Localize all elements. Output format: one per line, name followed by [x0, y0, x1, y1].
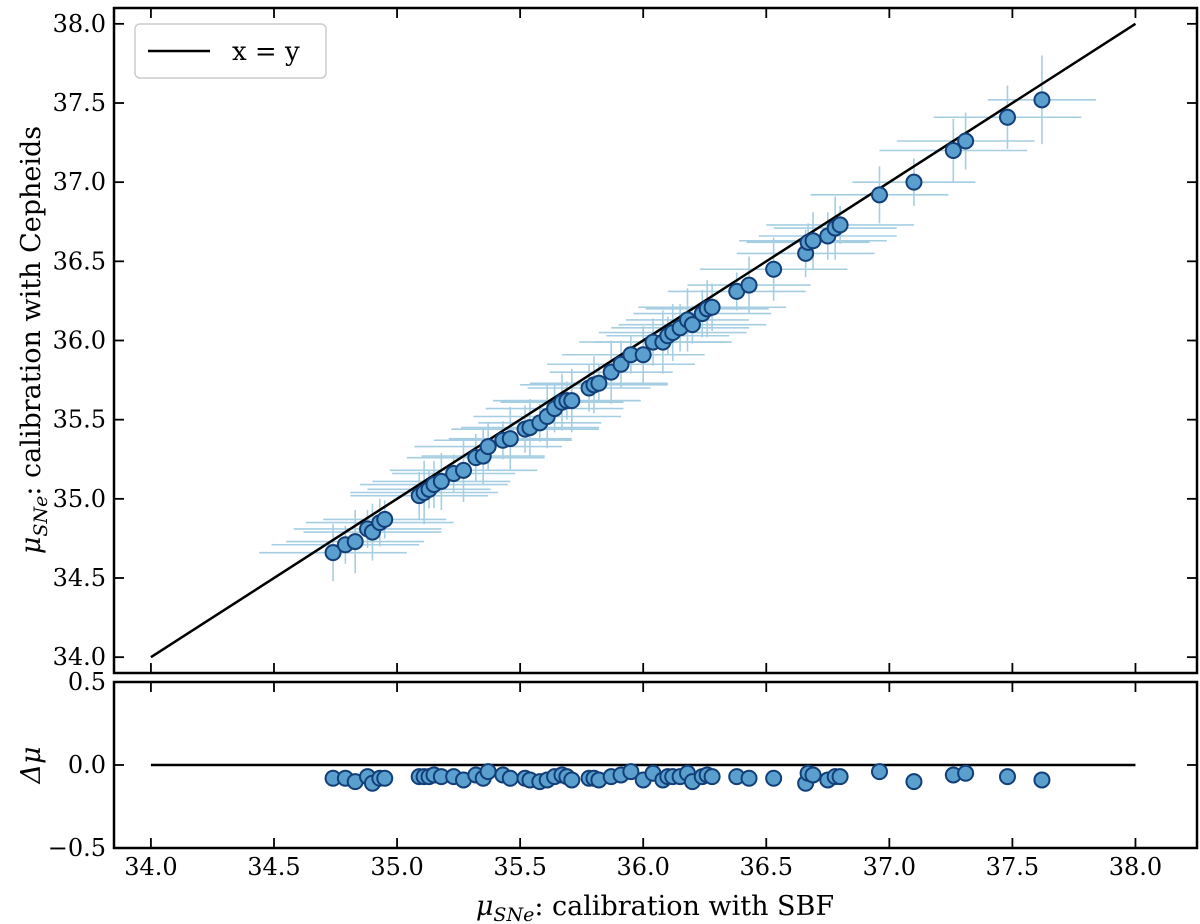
y-tick-label: 35.0	[53, 485, 106, 513]
top-panel-frame	[112, 6, 1199, 675]
data-point	[1033, 91, 1051, 109]
residual-point	[563, 771, 581, 789]
legend-label: x = y	[232, 37, 300, 67]
x-tick-label: 35.0	[370, 853, 423, 881]
data-point	[998, 108, 1016, 126]
residual-point	[831, 768, 849, 786]
x-tick-label: 37.0	[863, 853, 916, 881]
data-point	[324, 544, 342, 562]
data-point	[479, 438, 497, 456]
top-panel: 34.0 34.5 35.0 35.5 36.0 36.5 37.0 37.5 38.0 x =…	[16, 6, 1199, 675]
x-axis-title-subscript: SNe	[493, 904, 534, 924]
y-tick-label: 0.0	[68, 751, 106, 779]
data-point	[870, 186, 888, 204]
top-y-axis-title-text: : calibration with Cepheids	[16, 126, 47, 496]
legend-box	[134, 23, 327, 79]
data-point	[683, 316, 701, 334]
bottom-panel: −0.50.00.5 34.0 34.5 35.0 35.5 36.0 36.5 37.0 3…	[16, 8, 1199, 924]
reference-line-x-equals-y	[150, 22, 1137, 659]
y-tick-label: 37.0	[53, 168, 106, 196]
top-y-axis-title: μSNe: calibration with Cepheids	[16, 126, 52, 554]
y-tick-label: 34.5	[53, 564, 106, 592]
residual-point	[1033, 771, 1051, 789]
residual-point	[703, 768, 721, 786]
residual-point	[376, 769, 394, 787]
y-tick-label: 37.5	[53, 89, 106, 117]
data-point	[634, 346, 652, 364]
residual-point	[479, 763, 497, 781]
top-y-axis-title-subscript: SNe	[30, 496, 52, 537]
x-tick-label: 37.5	[986, 853, 1039, 881]
x-tick-label: 34.0	[124, 853, 177, 881]
data-point	[455, 461, 473, 479]
data-point	[740, 276, 758, 294]
legend: x = y	[134, 23, 327, 79]
data-point	[376, 510, 394, 528]
bottom-y-axis-title: Δμ	[16, 746, 47, 784]
residual-point	[765, 769, 783, 787]
x-axis-title-symbol: μ	[476, 891, 494, 922]
bottom-points	[324, 763, 1051, 792]
residual-point	[501, 769, 519, 787]
bottom-x-axis-title: μSNe: calibration with SBF	[476, 891, 834, 924]
bottom-x-ticks: 34.0 34.5 35.0 35.5 36.0 36.5 37.0 37.5 38.0	[124, 8, 1162, 881]
y-tick-label: 36.5	[53, 247, 106, 275]
data-point	[944, 142, 962, 159]
data-point	[703, 298, 721, 316]
bottom-panel-frame	[112, 680, 1199, 850]
data-point	[765, 260, 783, 278]
residual-point	[998, 768, 1016, 786]
residual-point	[804, 766, 822, 784]
x-tick-label: 34.5	[247, 853, 300, 881]
data-point	[501, 430, 519, 448]
data-point	[905, 173, 923, 191]
bottom-y-ticks: −0.5 0.0 0.5	[48, 668, 1197, 862]
top-points	[324, 91, 1051, 562]
y-tick-label: 35.5	[53, 406, 106, 434]
x-tick-label: 36.5	[740, 853, 793, 881]
y-tick-label: 34.0	[53, 643, 106, 671]
data-point	[804, 232, 822, 250]
y-tick-label: 38.0	[53, 10, 106, 38]
data-point	[432, 472, 450, 490]
data-point	[346, 533, 364, 551]
residual-point	[905, 773, 923, 791]
data-point	[957, 132, 975, 150]
residual-point	[870, 763, 888, 781]
x-tick-label: 36.0	[616, 853, 669, 881]
y-tick-label: −0.5	[48, 834, 106, 862]
residual-point	[622, 763, 640, 781]
x-tick-label: 35.5	[493, 853, 546, 881]
data-point	[563, 392, 581, 410]
residual-point	[740, 769, 758, 787]
y-tick-label: 36.0	[53, 327, 106, 355]
x-axis-title-text: : calibration with SBF	[534, 891, 834, 922]
data-point	[590, 374, 608, 392]
residual-point	[957, 764, 975, 782]
top-y-ticks: 34.0 34.5 35.0 35.5 36.0 36.5 37.0 37.5 38.0	[53, 10, 1197, 671]
top-y-axis-title-symbol: μ	[16, 537, 47, 555]
y-tick-label: 0.5	[68, 668, 106, 696]
x-tick-label: 38.0	[1109, 853, 1162, 881]
data-point	[831, 216, 849, 234]
